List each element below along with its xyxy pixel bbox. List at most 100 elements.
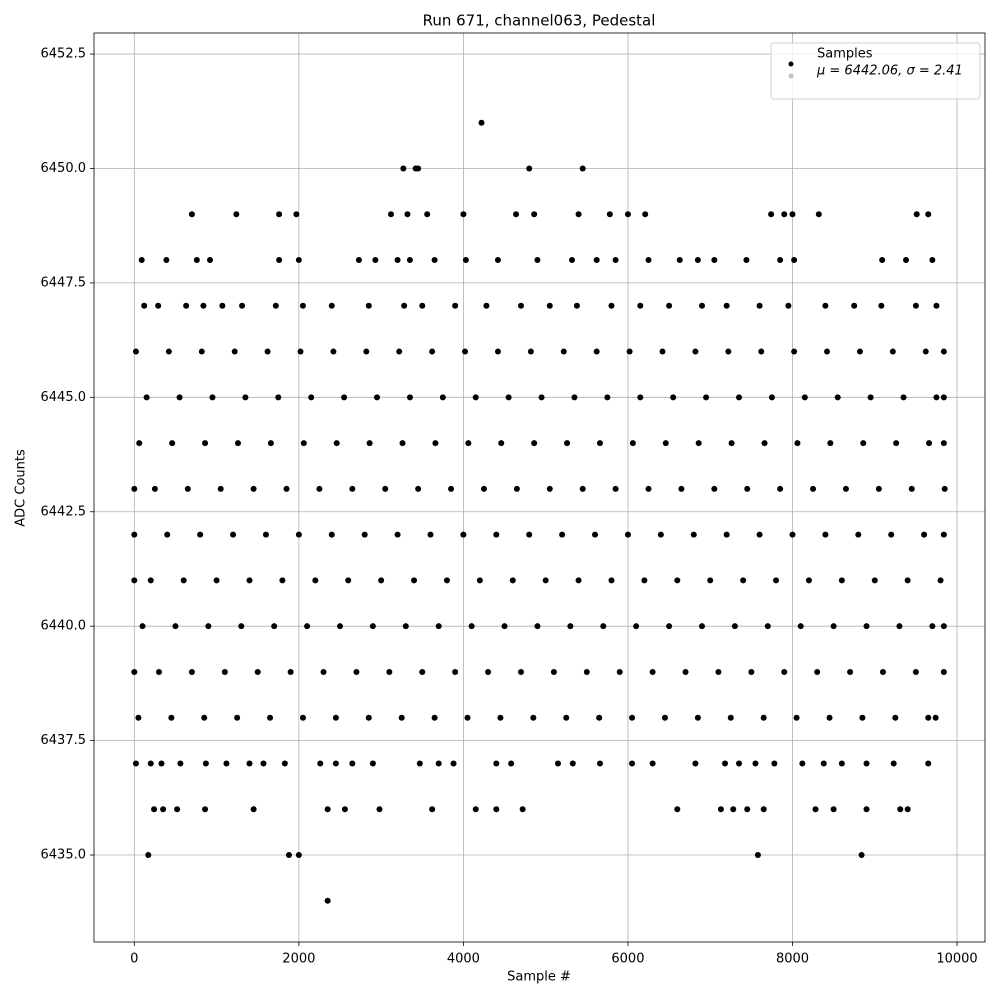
data-point bbox=[897, 806, 904, 813]
data-point bbox=[188, 211, 195, 218]
data-point bbox=[592, 531, 599, 538]
data-point bbox=[501, 623, 508, 630]
data-point bbox=[141, 302, 148, 309]
data-point bbox=[662, 440, 669, 447]
data-point bbox=[725, 348, 732, 355]
data-point bbox=[158, 760, 165, 767]
data-point bbox=[612, 257, 619, 264]
data-point bbox=[799, 760, 806, 767]
data-point bbox=[406, 257, 413, 264]
data-point bbox=[361, 531, 368, 538]
data-point bbox=[295, 257, 302, 264]
data-point bbox=[415, 485, 422, 492]
x-tick-label: 4000 bbox=[447, 952, 480, 967]
data-point bbox=[748, 668, 755, 675]
data-point bbox=[432, 440, 439, 447]
y-tick-label: 6440.0 bbox=[41, 619, 87, 634]
data-point bbox=[464, 714, 471, 721]
data-point bbox=[299, 714, 306, 721]
data-point bbox=[826, 714, 833, 721]
data-point bbox=[177, 760, 184, 767]
data-point bbox=[513, 485, 520, 492]
data-point bbox=[812, 806, 819, 813]
data-point bbox=[476, 577, 483, 584]
data-point bbox=[400, 165, 407, 172]
data-point bbox=[933, 302, 940, 309]
data-point bbox=[711, 257, 718, 264]
data-point bbox=[452, 668, 459, 675]
data-point bbox=[743, 257, 750, 264]
data-point bbox=[246, 760, 253, 767]
data-point bbox=[136, 440, 143, 447]
data-point bbox=[275, 394, 282, 401]
data-point bbox=[908, 485, 915, 492]
data-point bbox=[764, 623, 771, 630]
data-point bbox=[388, 211, 394, 218]
data-point bbox=[629, 760, 636, 767]
data-point bbox=[317, 760, 324, 767]
data-point bbox=[736, 394, 743, 401]
data-point bbox=[281, 760, 288, 767]
data-point bbox=[508, 760, 515, 767]
data-point bbox=[202, 440, 209, 447]
data-point bbox=[661, 714, 668, 721]
data-point bbox=[624, 211, 631, 218]
data-point bbox=[728, 440, 735, 447]
data-point bbox=[754, 852, 761, 859]
data-point bbox=[768, 211, 775, 218]
data-point bbox=[593, 348, 600, 355]
data-point bbox=[262, 531, 269, 538]
data-point bbox=[624, 531, 631, 538]
data-point bbox=[483, 302, 490, 309]
data-point bbox=[761, 440, 768, 447]
data-point bbox=[941, 485, 948, 492]
data-point bbox=[888, 531, 895, 538]
data-point bbox=[695, 440, 702, 447]
data-point bbox=[793, 714, 800, 721]
data-point bbox=[758, 348, 765, 355]
x-tick-label: 8000 bbox=[776, 952, 809, 967]
data-point bbox=[824, 348, 831, 355]
data-point bbox=[785, 302, 792, 309]
data-point bbox=[164, 531, 171, 538]
data-point bbox=[460, 211, 467, 218]
data-point bbox=[435, 760, 442, 767]
data-point bbox=[940, 348, 947, 355]
data-point bbox=[193, 257, 200, 264]
data-point bbox=[879, 257, 886, 264]
data-point bbox=[616, 668, 623, 675]
data-point bbox=[715, 668, 722, 675]
data-point bbox=[285, 852, 292, 859]
data-point bbox=[517, 302, 524, 309]
data-point bbox=[498, 440, 505, 447]
data-point bbox=[863, 806, 870, 813]
data-point bbox=[180, 577, 187, 584]
data-point bbox=[929, 623, 936, 630]
data-point bbox=[756, 302, 763, 309]
data-point bbox=[760, 714, 767, 721]
data-point bbox=[493, 806, 500, 813]
data-point bbox=[641, 577, 648, 584]
data-point bbox=[820, 760, 827, 767]
data-point bbox=[485, 668, 492, 675]
legend-marker bbox=[788, 73, 794, 79]
x-tick-label: 10000 bbox=[936, 952, 977, 967]
data-point bbox=[365, 302, 372, 309]
data-point bbox=[468, 623, 475, 630]
data-point bbox=[478, 119, 485, 126]
data-point bbox=[345, 577, 352, 584]
data-point bbox=[756, 531, 763, 538]
data-point bbox=[760, 806, 767, 813]
data-point bbox=[513, 211, 520, 218]
data-point bbox=[462, 348, 469, 355]
data-point bbox=[443, 577, 450, 584]
data-point bbox=[238, 623, 245, 630]
data-point bbox=[707, 577, 714, 584]
data-point bbox=[406, 394, 413, 401]
x-tick-label: 2000 bbox=[282, 952, 315, 967]
data-point bbox=[299, 302, 306, 309]
data-point bbox=[847, 668, 854, 675]
y-axis-label: ADC Counts bbox=[14, 449, 29, 527]
data-point bbox=[517, 668, 524, 675]
